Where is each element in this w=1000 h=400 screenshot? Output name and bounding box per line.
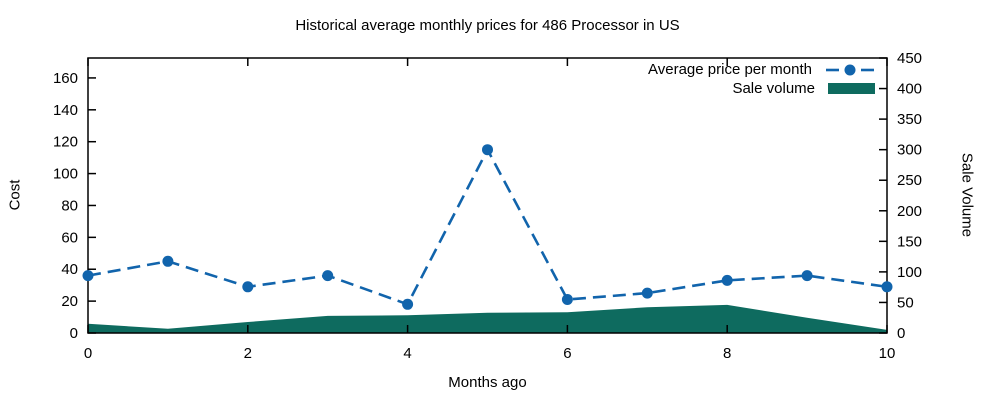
data-point-marker <box>82 270 94 282</box>
legend-entry-sale-volume: Sale volume <box>732 79 875 98</box>
legend-label-sale-volume: Sale volume <box>732 80 815 97</box>
y-tick-label: 60 <box>61 229 78 246</box>
data-point-marker <box>402 298 414 310</box>
area-swatch-icon <box>828 83 875 94</box>
y2-tick-label: 200 <box>897 203 922 220</box>
x-tick-label: 6 <box>563 345 571 362</box>
x-axis-label-months-ago: Months ago <box>448 374 527 391</box>
dashed-line-with-marker-icon <box>826 64 874 75</box>
y2-tick-label: 50 <box>897 294 914 311</box>
sale-volume-area <box>88 304 887 333</box>
y-tick-label: 140 <box>53 102 78 119</box>
data-point-marker <box>881 281 893 293</box>
x-tick-label: 10 <box>879 345 896 362</box>
y-tick-label: 160 <box>53 70 78 87</box>
data-point-marker <box>561 294 573 305</box>
y-tick-label: 0 <box>70 325 78 342</box>
legend-label-average-price: Average price per month <box>648 61 812 78</box>
data-point-marker <box>322 270 334 282</box>
y2-tick-label: 350 <box>897 111 922 128</box>
y-tick-label: 100 <box>53 166 78 183</box>
plot-frame <box>87 57 888 334</box>
y-axis-label-cost: Cost <box>6 179 24 211</box>
legend-entry-average-price: Average price per month <box>648 60 875 79</box>
data-point-marker <box>641 287 653 299</box>
y-tick-label: 20 <box>61 293 78 310</box>
data-point-marker <box>721 274 733 286</box>
y2-tick-label: 150 <box>897 233 922 250</box>
x-tick-label: 8 <box>723 345 731 362</box>
legend: Average price per month Sale volume <box>648 60 875 98</box>
y-tick-label: 120 <box>53 134 78 151</box>
y2-tick-label: 400 <box>897 81 922 98</box>
data-point-marker <box>482 144 493 156</box>
data-point-marker <box>162 255 174 267</box>
x-tick-label: 4 <box>403 345 411 362</box>
x-tick-label: 0 <box>84 345 92 362</box>
chart-title: Historical average monthly prices for 48… <box>295 17 680 34</box>
y2-tick-label: 250 <box>897 172 922 189</box>
y-tick-label: 40 <box>61 261 78 278</box>
y2-tick-label: 0 <box>897 325 905 342</box>
y2-axis-label-sale-volume: Sale Volume <box>958 152 976 238</box>
y-tick-label: 80 <box>61 197 78 214</box>
y2-tick-label: 100 <box>897 264 922 281</box>
average-price-line <box>87 146 888 306</box>
x-tick-label: 2 <box>244 345 252 362</box>
data-point-marker <box>242 281 254 293</box>
y2-tick-label: 450 <box>897 50 922 67</box>
data-point-marker <box>801 270 813 282</box>
y2-tick-label: 300 <box>897 142 922 159</box>
